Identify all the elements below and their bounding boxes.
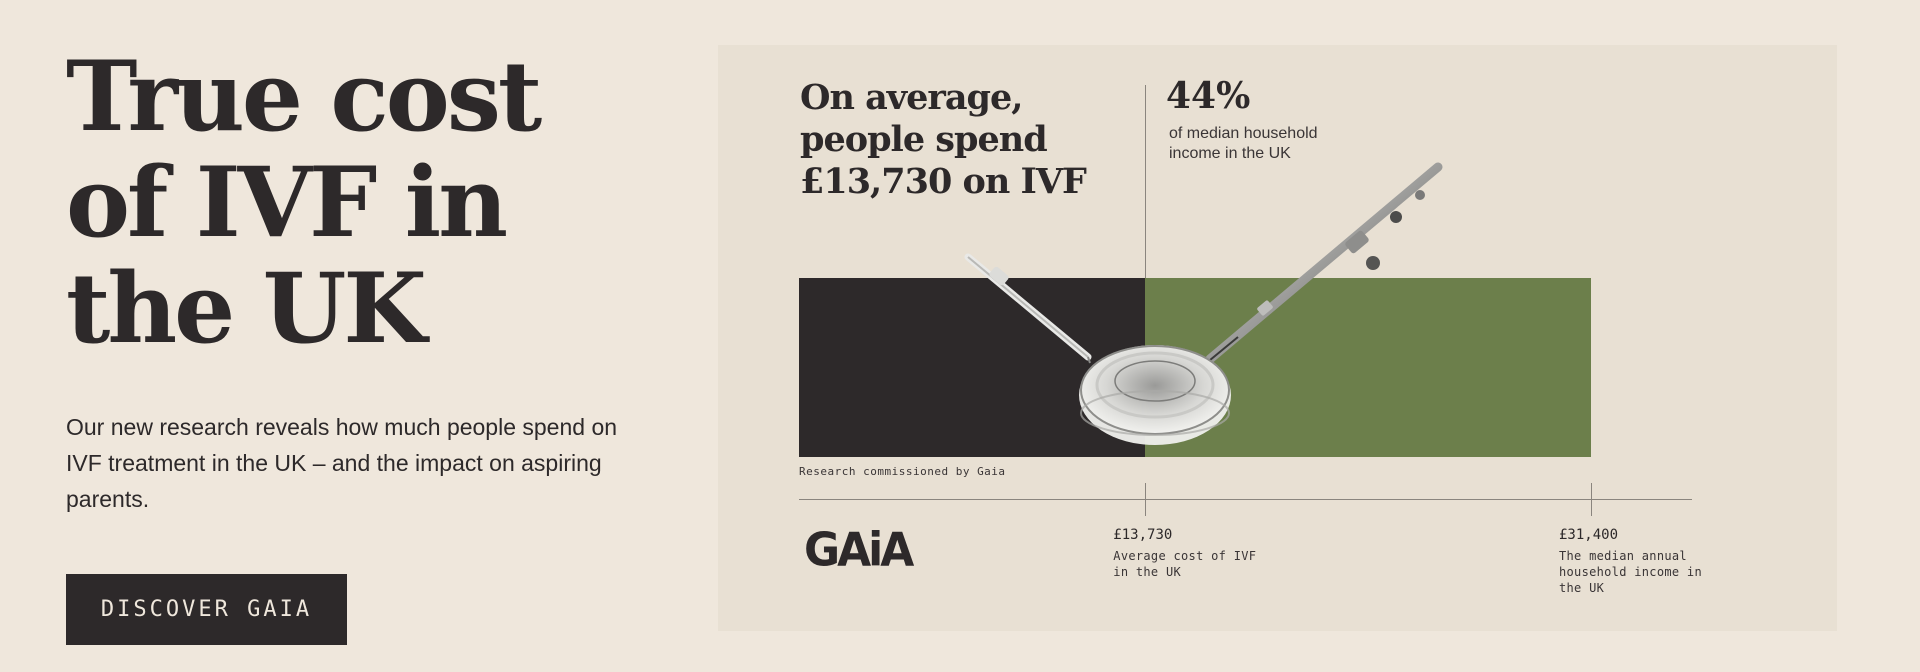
page-title: True cost of IVF in the UK	[66, 40, 542, 365]
axis-desc-household-income: The median annual household income in th…	[1559, 549, 1702, 595]
ivf-cost-bar	[799, 278, 1146, 457]
axis-value-ivf-cost: £13,730	[1113, 527, 1173, 543]
hero-description: Our new research reveals how much people…	[66, 414, 618, 512]
petri-dish-illustration	[964, 162, 1443, 445]
gaia-logo: GAiA	[804, 523, 914, 578]
axis-desc-ivf-cost: Average cost of IVF in the UK	[1113, 549, 1257, 579]
axis-value-household-income: £31,400	[1559, 527, 1619, 543]
axis-tick-household-income	[1591, 483, 1592, 516]
research-credit: Research commissioned by Gaia	[799, 465, 1006, 478]
axis-line	[799, 499, 1692, 500]
ivf-cost-infographic: On average, people spend £13,730 on IVF …	[718, 45, 1837, 631]
percent-value: 44%	[1166, 75, 1251, 117]
percent-label: of median household income in the UK	[1169, 125, 1318, 162]
discover-gaia-button[interactable]: DISCOVER GAIA	[66, 574, 347, 645]
axis-tick-ivf-cost	[1145, 483, 1147, 516]
divider-line	[1145, 85, 1147, 355]
infographic-headline: On average, people spend £13,730 on IVF	[800, 77, 1087, 202]
left-pipette-icon	[964, 253, 1092, 364]
petri-dish-icon	[1079, 345, 1231, 445]
right-pipette-icon	[1203, 162, 1443, 366]
